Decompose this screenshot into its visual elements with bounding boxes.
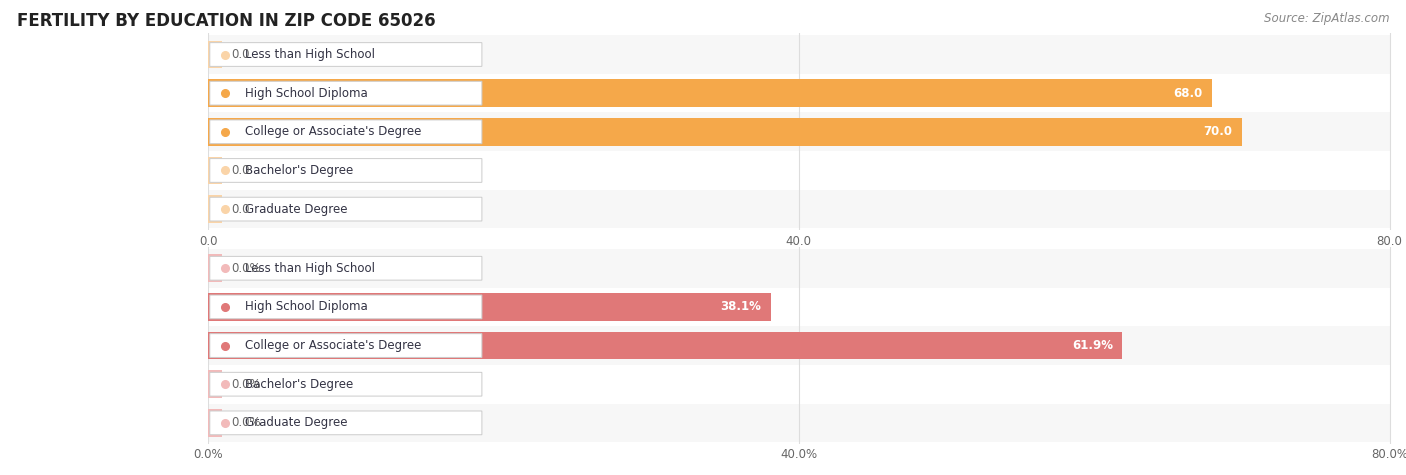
FancyBboxPatch shape: [209, 256, 482, 280]
Bar: [208, 195, 222, 223]
FancyBboxPatch shape: [209, 372, 482, 396]
Bar: [208, 249, 1389, 287]
Text: Source: ZipAtlas.com: Source: ZipAtlas.com: [1264, 12, 1389, 25]
Text: FERTILITY BY EDUCATION IN ZIP CODE 65026: FERTILITY BY EDUCATION IN ZIP CODE 65026: [17, 12, 436, 30]
Bar: [208, 79, 1212, 107]
Bar: [208, 157, 222, 184]
FancyBboxPatch shape: [209, 334, 482, 357]
Bar: [208, 35, 1389, 74]
Text: 0.0: 0.0: [232, 164, 250, 177]
Text: Less than High School: Less than High School: [245, 48, 375, 61]
Text: Bachelor's Degree: Bachelor's Degree: [245, 164, 353, 177]
Bar: [208, 190, 1389, 228]
Text: Less than High School: Less than High School: [245, 262, 375, 275]
Text: 38.1%: 38.1%: [720, 300, 761, 314]
FancyBboxPatch shape: [209, 159, 482, 182]
Text: 0.0%: 0.0%: [232, 417, 262, 429]
Bar: [208, 151, 1389, 190]
FancyBboxPatch shape: [209, 43, 482, 66]
Text: 61.9%: 61.9%: [1071, 339, 1112, 352]
Bar: [208, 118, 1241, 146]
FancyBboxPatch shape: [209, 295, 482, 319]
Text: 68.0: 68.0: [1174, 86, 1204, 100]
FancyBboxPatch shape: [209, 81, 482, 105]
Bar: [208, 326, 1389, 365]
Text: 0.0: 0.0: [232, 48, 250, 61]
Text: High School Diploma: High School Diploma: [245, 86, 368, 100]
Text: Graduate Degree: Graduate Degree: [245, 203, 347, 216]
Text: College or Associate's Degree: College or Associate's Degree: [245, 125, 422, 138]
Bar: [208, 287, 1389, 326]
Bar: [208, 370, 222, 398]
Bar: [208, 404, 1389, 442]
Text: High School Diploma: High School Diploma: [245, 300, 368, 314]
Text: 0.0%: 0.0%: [232, 262, 262, 275]
Bar: [208, 74, 1389, 113]
Text: 70.0: 70.0: [1204, 125, 1233, 138]
Bar: [208, 332, 1122, 360]
Text: 0.0%: 0.0%: [232, 378, 262, 391]
Text: College or Associate's Degree: College or Associate's Degree: [245, 339, 422, 352]
Bar: [208, 409, 222, 437]
Bar: [208, 40, 222, 68]
FancyBboxPatch shape: [209, 411, 482, 435]
Bar: [208, 365, 1389, 404]
Bar: [208, 113, 1389, 151]
Text: Graduate Degree: Graduate Degree: [245, 417, 347, 429]
FancyBboxPatch shape: [209, 197, 482, 221]
Text: 0.0: 0.0: [232, 203, 250, 216]
FancyBboxPatch shape: [209, 120, 482, 143]
Text: Bachelor's Degree: Bachelor's Degree: [245, 378, 353, 391]
Bar: [208, 254, 222, 282]
Bar: [208, 293, 770, 321]
